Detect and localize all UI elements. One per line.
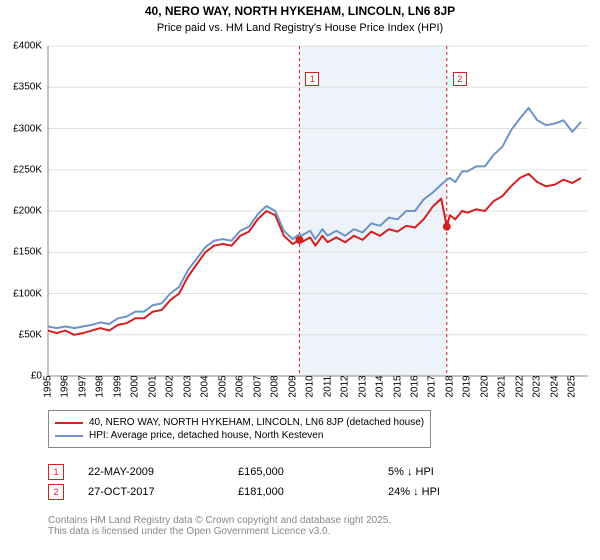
- event-delta: 24% ↓ HPI: [388, 486, 538, 498]
- x-axis-tick: 2023: [532, 375, 543, 397]
- x-axis-tick: 2002: [165, 375, 176, 397]
- event-row: 2 27-OCT-2017£181,00024% ↓ HPI: [48, 484, 538, 500]
- event-price: £181,000: [238, 486, 388, 498]
- x-axis-tick: 2006: [235, 375, 246, 397]
- x-axis-tick: 2001: [147, 375, 158, 397]
- sales-event-table: 1 22-MAY-2009£165,0005% ↓ HPI 2 27-OCT-2017…: [48, 460, 538, 504]
- x-axis-tick: 2009: [287, 375, 298, 397]
- x-axis-tick: 1998: [95, 375, 106, 397]
- x-axis-tick: 1996: [60, 375, 71, 397]
- event-row: 1 22-MAY-2009£165,0005% ↓ HPI: [48, 464, 538, 480]
- x-axis-tick: 2005: [217, 375, 228, 397]
- event-number-box: 2: [48, 484, 64, 500]
- x-axis-tick: 2015: [392, 375, 403, 397]
- y-axis-tick: £100K: [13, 288, 42, 299]
- x-axis-tick: 2016: [409, 375, 420, 397]
- event-marker: 2: [453, 72, 467, 86]
- y-axis-tick: £250K: [13, 164, 42, 175]
- x-axis-tick: 2014: [375, 375, 386, 397]
- y-axis-tick: £350K: [13, 82, 42, 93]
- legend-label: HPI: Average price, detached house, Nort…: [89, 430, 323, 441]
- price-chart: £0£50K£100K£150K£200K£250K£300K£350K£400…: [48, 46, 588, 376]
- x-axis-tick: 2024: [549, 375, 560, 397]
- event-date: 27-OCT-2017: [88, 486, 238, 498]
- legend-item: 40, NERO WAY, NORTH HYKEHAM, LINCOLN, LN…: [55, 417, 424, 428]
- y-axis-tick: £0: [31, 371, 42, 382]
- x-axis-tick: 2004: [200, 375, 211, 397]
- x-axis-tick: 2017: [427, 375, 438, 397]
- data-attribution: Contains HM Land Registry data © Crown c…: [48, 515, 391, 537]
- x-axis-tick: 1995: [43, 375, 54, 397]
- y-axis-tick: £200K: [13, 206, 42, 217]
- x-axis-tick: 2007: [252, 375, 263, 397]
- event-number-box: 1: [48, 464, 64, 480]
- x-axis-tick: 2019: [462, 375, 473, 397]
- x-axis-tick: 2012: [340, 375, 351, 397]
- chart-legend: 40, NERO WAY, NORTH HYKEHAM, LINCOLN, LN…: [48, 410, 431, 448]
- event-marker: 1: [305, 72, 319, 86]
- x-axis-tick: 2003: [182, 375, 193, 397]
- x-axis-tick: 2008: [270, 375, 281, 397]
- footer-line: Contains HM Land Registry data © Crown c…: [48, 515, 391, 526]
- x-axis-tick: 2020: [479, 375, 490, 397]
- y-axis-tick: £400K: [13, 41, 42, 52]
- event-date: 22-MAY-2009: [88, 466, 238, 478]
- page-subtitle: Price paid vs. HM Land Registry's House …: [0, 22, 600, 34]
- legend-item: HPI: Average price, detached house, Nort…: [55, 430, 424, 441]
- legend-swatch: [55, 435, 83, 437]
- x-axis-tick: 2022: [514, 375, 525, 397]
- event-delta: 5% ↓ HPI: [388, 466, 538, 478]
- x-axis-tick: 2025: [567, 375, 578, 397]
- page-title: 40, NERO WAY, NORTH HYKEHAM, LINCOLN, LN…: [0, 4, 600, 20]
- x-axis-tick: 2000: [130, 375, 141, 397]
- x-axis-tick: 2010: [305, 375, 316, 397]
- y-axis-tick: £300K: [13, 123, 42, 134]
- y-axis-tick: £150K: [13, 247, 42, 258]
- event-price: £165,000: [238, 466, 388, 478]
- x-axis-tick: 2018: [444, 375, 455, 397]
- x-axis-tick: 2021: [497, 375, 508, 397]
- x-axis-tick: 2013: [357, 375, 368, 397]
- legend-label: 40, NERO WAY, NORTH HYKEHAM, LINCOLN, LN…: [89, 417, 424, 428]
- legend-swatch: [55, 422, 83, 424]
- footer-line: This data is licensed under the Open Gov…: [48, 526, 391, 537]
- x-axis-tick: 1999: [112, 375, 123, 397]
- x-axis-tick: 2011: [322, 376, 333, 398]
- y-axis-tick: £50K: [19, 329, 42, 340]
- x-axis-tick: 1997: [77, 375, 88, 397]
